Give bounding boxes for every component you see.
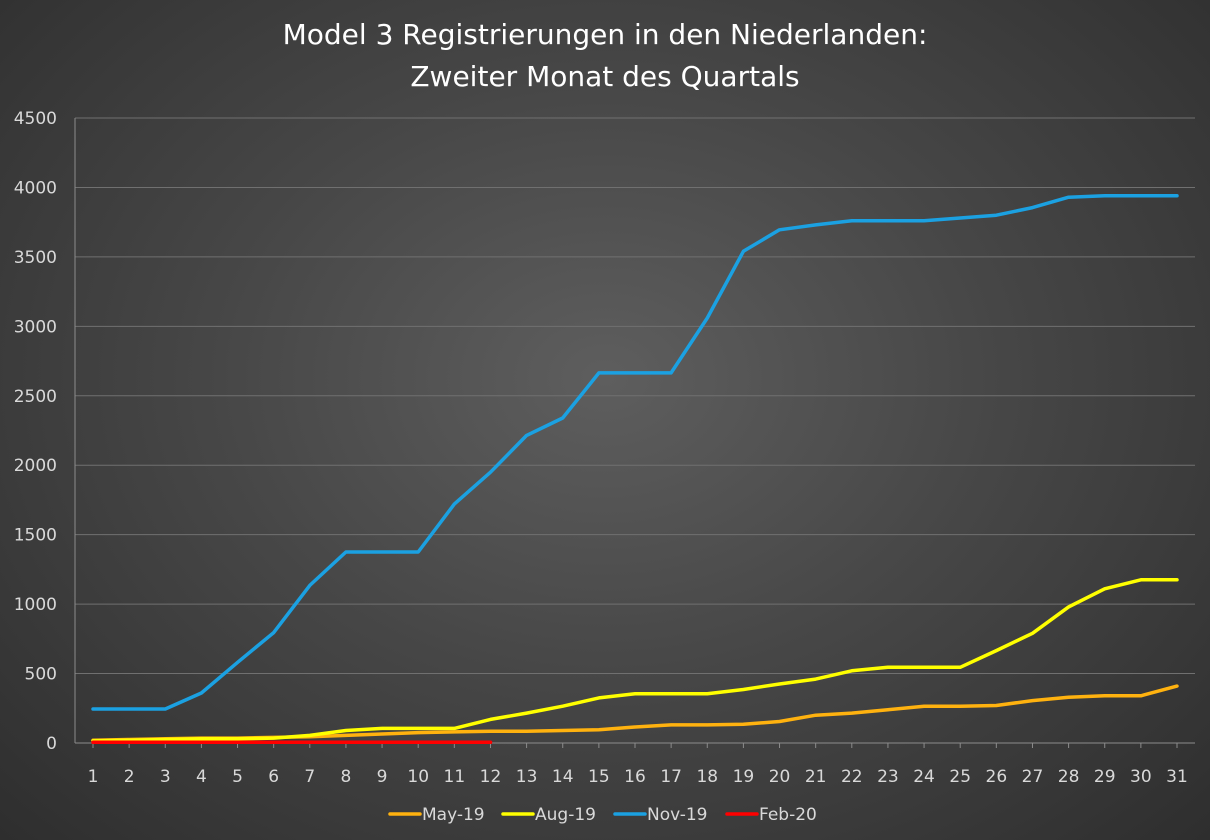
x-tick-label: 15: [588, 767, 610, 787]
y-tick-label: 500: [25, 665, 57, 685]
x-tick-label: 22: [841, 767, 863, 787]
x-tick-label: 20: [769, 767, 791, 787]
x-tick-label: 27: [1022, 767, 1044, 787]
x-tick-label: 6: [268, 767, 279, 787]
y-tick-label: 0: [46, 734, 57, 754]
x-tick-label: 24: [913, 767, 935, 787]
chart-title-line-1: Model 3 Registrierungen in den Niederlan…: [283, 18, 928, 51]
series-line-aug-19: [91, 578, 1179, 743]
y-tick-label: 1000: [14, 595, 57, 615]
chart-title-line-2: Zweiter Monat des Quartals: [410, 60, 799, 93]
y-tick-label: 3000: [14, 317, 57, 337]
x-tick-label: 29: [1094, 767, 1116, 787]
x-tick-label: 3: [160, 767, 171, 787]
x-tick-label: 21: [805, 767, 827, 787]
y-tick-label: 4500: [14, 109, 57, 129]
legend-label-may-19: May-19: [422, 805, 485, 825]
series-layer: [91, 194, 1179, 745]
x-tick-label: 13: [516, 767, 538, 787]
x-tick-label: 26: [986, 767, 1008, 787]
y-tick-label: 2000: [14, 456, 57, 476]
x-tick-label: 12: [480, 767, 502, 787]
x-tick-label: 17: [660, 767, 682, 787]
legend-label-nov-19: Nov-19: [647, 805, 708, 825]
x-tick-label: 18: [696, 767, 718, 787]
x-tick-label: 2: [124, 767, 135, 787]
x-tick-label: 4: [196, 767, 207, 787]
x-tick-label: 8: [341, 767, 352, 787]
legend-label-aug-19: Aug-19: [535, 805, 596, 825]
x-tick-label: 25: [949, 767, 971, 787]
legend-label-feb-20: Feb-20: [759, 805, 817, 825]
legend: May-19 Aug-19 Nov-19 Feb-20: [388, 805, 817, 825]
x-tick-label: 5: [232, 767, 243, 787]
grid-layer: [75, 117, 1195, 675]
series-line-nov-19: [91, 194, 1179, 711]
y-tick-label: 2500: [14, 387, 57, 407]
x-tick-label: 23: [877, 767, 899, 787]
x-tick-label: 1: [88, 767, 99, 787]
x-tick-label: 19: [733, 767, 755, 787]
x-tick-label: 31: [1166, 767, 1188, 787]
x-tick-label: 30: [1130, 767, 1152, 787]
x-tick-label: 7: [304, 767, 315, 787]
y-tick-label: 4000: [14, 178, 57, 198]
y-tick-label: 1500: [14, 526, 57, 546]
x-tick-label: 10: [407, 767, 429, 787]
x-tick-label: 9: [377, 767, 388, 787]
x-tick-label: 28: [1058, 767, 1080, 787]
x-tick-label: 16: [624, 767, 646, 787]
y-tick-label: 3500: [14, 248, 57, 268]
x-tick-label: 11: [444, 767, 466, 787]
x-tick-label: 14: [552, 767, 574, 787]
